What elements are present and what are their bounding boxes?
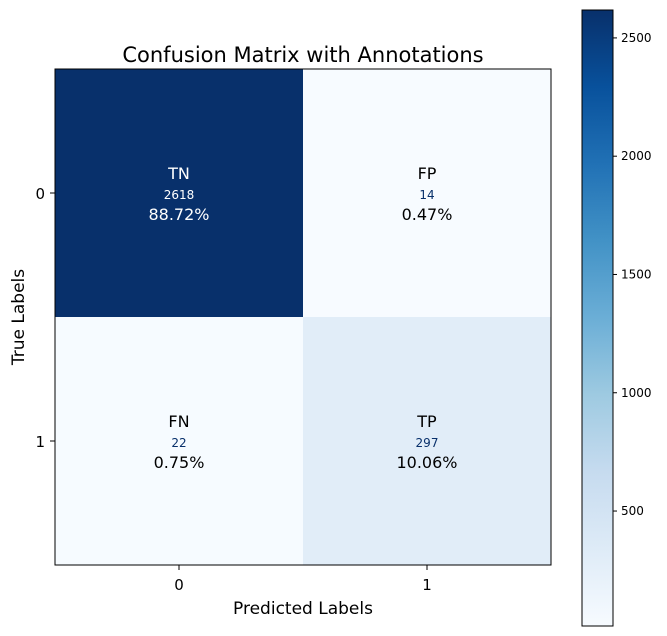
cell-tag-label: FP: [418, 164, 437, 183]
x-axis-label: Predicted Labels: [233, 599, 373, 619]
colorbar-tick-label: 1000: [621, 386, 652, 400]
x-tick-label: 1: [422, 576, 432, 594]
cell-count-label: 14: [419, 188, 434, 202]
cell-percent-label: 0.75%: [154, 453, 205, 472]
colorbar-tick-label: 2500: [621, 31, 652, 45]
cell-count-label: 297: [416, 436, 439, 450]
y-axis-ticks: 01: [35, 185, 55, 451]
y-tick-label: 1: [35, 433, 45, 451]
cell-tag-label: TP: [416, 412, 437, 431]
heatmap-cells: TN 2618 88.72% FP 14 0.47% FN 22 0.75% TP 297 10.06…: [55, 69, 551, 565]
y-axis-label: True Labels: [9, 269, 29, 366]
chart-title: Confusion Matrix with Annotations: [122, 43, 483, 67]
plot-frame: [54, 68, 552, 566]
colorbar: [581, 9, 614, 627]
cell-count-label: 22: [171, 436, 186, 450]
y-tick-label: 0: [35, 185, 45, 203]
cell-tag-label: TN: [167, 164, 190, 183]
cell-percent-label: 88.72%: [148, 205, 209, 224]
heatmap-cell-fp: [303, 69, 551, 317]
cell-count-label: 2618: [164, 188, 195, 202]
colorbar-tick-label: 1500: [621, 267, 652, 281]
cell-percent-label: 10.06%: [396, 453, 457, 472]
heatmap-cell-tn: [55, 69, 303, 317]
x-tick-label: 0: [174, 576, 184, 594]
colorbar-ticks: 500 1000 1500 2000 2500: [613, 31, 652, 518]
heatmap-cell-tp: [303, 317, 551, 565]
cell-percent-label: 0.47%: [402, 205, 453, 224]
colorbar-tick-label: 500: [621, 504, 644, 518]
cell-tag-label: FN: [168, 412, 189, 431]
heatmap-cell-fn: [55, 317, 303, 565]
colorbar-tick-label: 2000: [621, 149, 652, 163]
